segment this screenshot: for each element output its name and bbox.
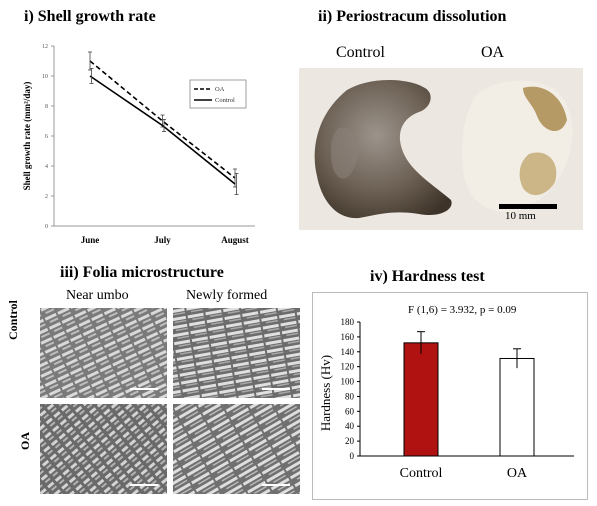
sem-control-newly-formed (173, 308, 300, 398)
hardness-stat: F (1,6) = 3.932, p = 0.09 (408, 304, 517, 316)
folia-col-near-umbo: Near umbo (66, 288, 129, 303)
growth-legend-label: Control (215, 97, 235, 104)
growth-y-tick-label: 2 (45, 194, 48, 200)
scale-bar-label: 10 mm (505, 210, 536, 222)
sem-oa-newly-formed (173, 404, 300, 494)
growth-series-line-oa (89, 60, 236, 179)
hardness-y-tick-label: 120 (341, 362, 355, 372)
hardness-y-axis-label: Hardness (Hv) (318, 355, 333, 431)
folia-row-control-text: Control (6, 300, 20, 340)
hardness-bar-oa (499, 357, 535, 457)
hardness-y-tick-label: 40 (345, 421, 355, 431)
hardness-bar-control (403, 342, 439, 457)
growth-legend-label: OA (215, 86, 225, 93)
hardness-y-tick-label: 100 (341, 377, 355, 387)
label-oa-shell: OA (481, 44, 505, 61)
hardness-chart: 0 20 40 60 80 100 120 140 160 180 Hardness (Hv) Con… (318, 317, 574, 481)
sem-scale-bar-1 (130, 388, 158, 390)
sem-scale-bar-4 (262, 484, 290, 486)
folia-panel-title: iii) Folia microstructure (60, 264, 224, 281)
sem-scale-bar-2 (262, 388, 290, 390)
control-shell-highlight (331, 127, 358, 179)
hardness-panel-title: iv) Hardness test (370, 268, 485, 285)
hardness-x-tick-label: OA (507, 466, 528, 481)
shell-photo: 10 mm (299, 68, 583, 230)
folia-col-newly-formed: Newly formed (186, 288, 268, 303)
sem-control-near-umbo (40, 308, 167, 398)
growth-y-tick-label: 0 (45, 224, 48, 230)
hardness-y-tick-label: 80 (345, 391, 355, 401)
growth-x-tick-label: July (154, 235, 171, 245)
folia-row-control: Control (6, 300, 21, 340)
growth-y-axis-label: Shell growth rate (mm²/day) (22, 82, 32, 191)
hardness-x-tick-label: Control (400, 466, 443, 481)
hardness-y-tick-label: 160 (341, 332, 355, 342)
growth-chart: 0 2 4 6 8 10 12 June July August Shell growth rate… (22, 44, 255, 245)
growth-x-tick-label: June (81, 235, 100, 245)
hardness-y-tick-label: 20 (345, 436, 355, 446)
folia-sem-grid (40, 308, 300, 494)
sem-scale-bar-3 (130, 484, 158, 486)
sem-oa-near-umbo (40, 404, 167, 494)
scale-bar (499, 204, 557, 209)
growth-panel-title: i) Shell growth rate (24, 8, 156, 25)
hardness-y-tick-label: 0 (350, 451, 355, 461)
growth-y-tick-label: 12 (42, 44, 48, 50)
growth-y-tick-label: 10 (42, 74, 48, 80)
periostracum-panel-title: ii) Periostracum dissolution (318, 8, 507, 25)
control-shell (314, 80, 452, 219)
hardness-frame (312, 292, 588, 500)
growth-series-line-control (89, 75, 236, 185)
hardness-y-tick-label: 60 (345, 406, 355, 416)
oa-shell-patch (523, 86, 567, 132)
growth-y-tick-label: 6 (45, 134, 48, 140)
growth-y-tick-label: 8 (45, 104, 48, 110)
hardness-y-tick-label: 140 (341, 347, 355, 357)
shell-photo-drawing (314, 80, 573, 219)
folia-row-oa: OA (18, 432, 33, 450)
growth-x-tick-label: August (221, 235, 249, 245)
hardness-y-tick-label: 180 (341, 317, 355, 327)
oa-shell-patch-2 (519, 152, 557, 196)
growth-legend-box (189, 79, 247, 109)
growth-y-tick-label: 4 (45, 164, 48, 170)
folia-row-oa-text: OA (18, 432, 32, 450)
label-control-shell: Control (336, 44, 385, 61)
